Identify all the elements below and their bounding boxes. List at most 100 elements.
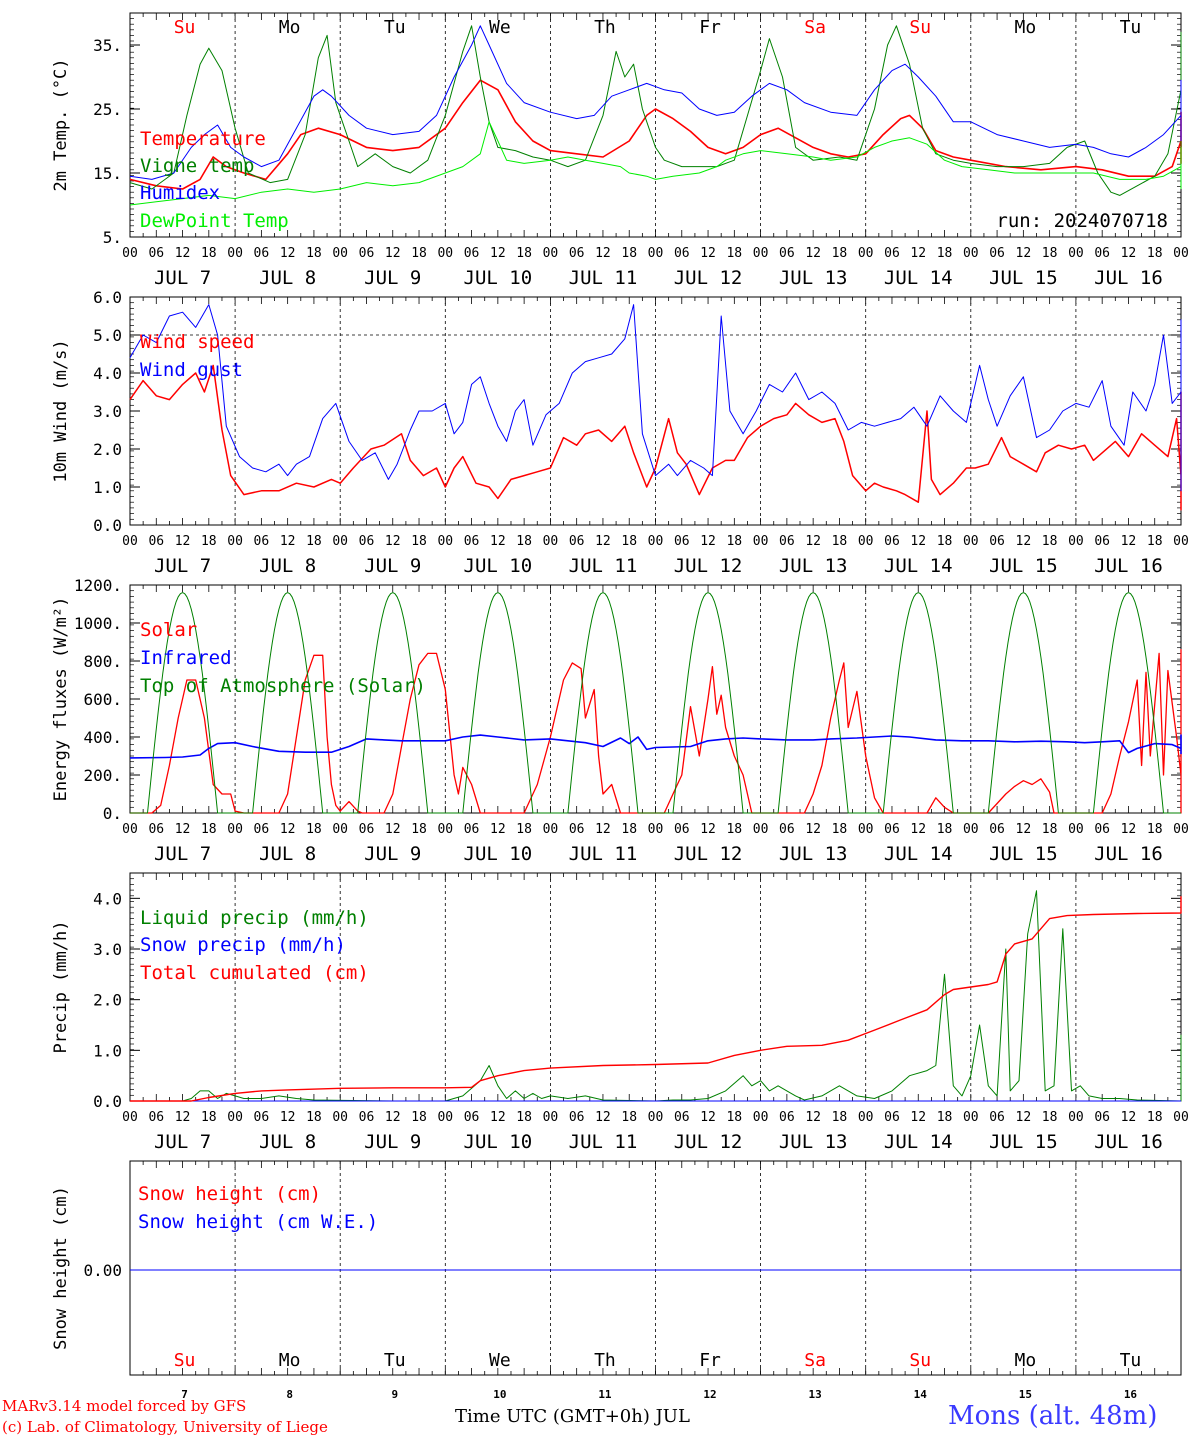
date-label: JUL 16: [1094, 1131, 1163, 1153]
hour-tick-label: 06: [569, 246, 585, 261]
weekday-label: Tu: [1120, 17, 1142, 38]
date-label: JUL 8: [259, 1131, 316, 1153]
legend-entry: Infrared: [140, 647, 232, 669]
hour-tick-label: 18: [1147, 1110, 1163, 1125]
hour-tick-label: 00: [332, 822, 348, 837]
date-label: JUL 9: [364, 1131, 421, 1153]
hour-tick-label: 00: [543, 1110, 559, 1125]
series-line-top-of-atmosphere-solar-: [130, 592, 1181, 814]
y-tick-label: 0.00: [83, 1261, 122, 1280]
hour-tick-label: 06: [569, 822, 585, 837]
hour-tick-label: 12: [1016, 1110, 1032, 1125]
weekday-label: Tu: [1120, 1350, 1142, 1371]
weekday-label: Th: [594, 1350, 616, 1371]
legend-entry: Total cumulated (cm): [140, 962, 369, 984]
hour-tick-label: 12: [805, 1110, 821, 1125]
hour-tick-label: 18: [306, 822, 322, 837]
x-axis-title: Time UTC (GMT+0h) JUL: [455, 1406, 690, 1427]
hour-tick-label: 18: [937, 246, 953, 261]
hour-tick-label: 00: [1173, 822, 1189, 837]
hour-tick-label: 06: [359, 246, 375, 261]
hour-tick-label: 06: [1094, 822, 1110, 837]
weekday-label: Su: [174, 17, 196, 38]
hour-tick-label: 18: [937, 822, 953, 837]
legend-entry: Snow height (cm): [138, 1183, 321, 1205]
credit-line-1: MARv3.14 model forced by GFS: [2, 1397, 247, 1415]
hour-tick-label: 18: [516, 1110, 532, 1125]
hour-tick-label: 06: [359, 534, 375, 549]
hour-tick-label: 00: [753, 246, 769, 261]
hour-tick-label: 12: [910, 534, 926, 549]
date-label: JUL 10: [464, 267, 533, 289]
weekday-label: Mo: [279, 1350, 301, 1371]
plot-frame: [129, 12, 1182, 238]
hour-tick-label: 18: [201, 1110, 217, 1125]
hour-tick-label: 18: [1042, 1110, 1058, 1125]
y-tick-label: 600.: [83, 690, 122, 709]
hour-tick-label: 06: [464, 534, 480, 549]
y-tick-label: 0.: [103, 804, 122, 823]
hour-tick-label: 00: [437, 534, 453, 549]
hour-tick-label: 00: [1173, 1110, 1189, 1125]
hour-tick-label: 12: [385, 534, 401, 549]
weekday-label: Mo: [1015, 1350, 1037, 1371]
hour-tick-label: 00: [963, 822, 979, 837]
hour-tick-label: 12: [385, 822, 401, 837]
date-label: JUL 16: [1094, 843, 1163, 865]
date-label: JUL 12: [674, 843, 743, 865]
hour-tick-label: 06: [464, 822, 480, 837]
hour-tick-label: 12: [175, 534, 191, 549]
hour-tick-label: 06: [464, 246, 480, 261]
date-label: JUL 10: [464, 555, 533, 577]
date-label: JUL 7: [154, 843, 211, 865]
hour-tick-label: 06: [779, 1110, 795, 1125]
day-number-label: 7: [181, 1388, 188, 1401]
hour-tick-label: 12: [700, 534, 716, 549]
hour-tick-label: 18: [937, 534, 953, 549]
hour-tick-label: 12: [1121, 1110, 1137, 1125]
hour-tick-label: 18: [1147, 246, 1163, 261]
hour-tick-label: 06: [464, 1110, 480, 1125]
hour-tick-label: 18: [516, 534, 532, 549]
y-tick-label: 25.: [93, 100, 122, 119]
day-number-label: 9: [391, 1388, 398, 1401]
hour-tick-label: 00: [648, 534, 664, 549]
hour-tick-label: 12: [700, 246, 716, 261]
hour-tick-label: 18: [516, 822, 532, 837]
legend-entry: Vigne temp: [140, 155, 254, 177]
date-label: JUL 13: [779, 843, 848, 865]
y-axis-label: 2m Temp. (°C): [51, 58, 71, 191]
y-tick-label: 1.0: [93, 478, 122, 497]
hour-tick-label: 00: [1068, 1110, 1084, 1125]
hour-tick-label: 00: [543, 534, 559, 549]
y-tick-label: 2.0: [93, 991, 122, 1010]
panel-1: [129, 12, 1182, 238]
date-label: JUL 14: [884, 843, 953, 865]
hour-tick-label: 12: [280, 246, 296, 261]
station-name: Mons (alt. 48m): [948, 1401, 1158, 1431]
hour-tick-label: 18: [411, 822, 427, 837]
hour-tick-label: 00: [648, 822, 664, 837]
y-tick-label: 0.0: [93, 516, 122, 535]
hour-tick-label: 18: [516, 246, 532, 261]
legend-entry: Snow precip (mm/h): [140, 934, 346, 956]
hour-tick-label: 00: [543, 246, 559, 261]
hour-tick-label: 06: [989, 534, 1005, 549]
hour-tick-label: 06: [884, 1110, 900, 1125]
hour-tick-label: 06: [254, 246, 270, 261]
day-number-label: 10: [493, 1388, 506, 1401]
hour-tick-label: 18: [306, 534, 322, 549]
weekday-label: Su: [174, 1350, 196, 1371]
hour-tick-label: 06: [148, 1110, 164, 1125]
hour-tick-label: 12: [805, 534, 821, 549]
y-tick-label: 3.0: [93, 402, 122, 421]
date-label: JUL 9: [364, 267, 421, 289]
hour-tick-label: 18: [1042, 534, 1058, 549]
y-tick-label: 3.0: [93, 940, 122, 959]
credit-line-2: (c) Lab. of Climatology, University of L…: [2, 1418, 328, 1436]
hour-tick-label: 00: [1173, 246, 1189, 261]
hour-tick-label: 06: [674, 246, 690, 261]
date-label: JUL 7: [154, 555, 211, 577]
y-axis-label: Energy fluxes (W/m²): [51, 597, 71, 802]
hour-tick-label: 06: [989, 822, 1005, 837]
